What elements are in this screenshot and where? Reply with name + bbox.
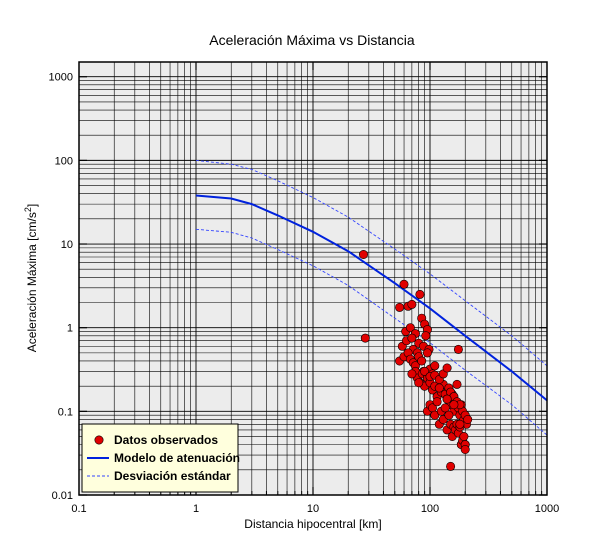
std-lines xyxy=(195,159,548,436)
observed-point xyxy=(407,333,417,343)
observed-points xyxy=(358,250,473,471)
observed-point xyxy=(455,419,465,429)
y-axis-label: Aceleración Máxima [cm/s2] xyxy=(23,204,39,352)
model-line-group xyxy=(195,194,548,402)
model-line xyxy=(195,194,548,402)
y-tick-label: 10 xyxy=(61,239,73,251)
observed-point xyxy=(407,299,417,309)
observed-point xyxy=(452,379,462,389)
observed-point xyxy=(405,323,415,333)
observed-point xyxy=(417,356,427,366)
x-tick-label: 0.1 xyxy=(71,503,86,515)
legend-observed-label: Datos observados xyxy=(114,433,218,447)
legend-observed-marker xyxy=(94,435,104,445)
observed-point xyxy=(449,400,459,410)
y-tick-label: 0.01 xyxy=(52,490,73,502)
observed-point xyxy=(440,403,450,413)
observed-point xyxy=(432,397,442,407)
y-tick-label: 0.1 xyxy=(58,406,73,418)
observed-point xyxy=(421,331,431,341)
observed-point xyxy=(395,302,405,312)
observed-point xyxy=(442,394,452,404)
x-tick-label: 1000 xyxy=(535,503,559,515)
observed-point xyxy=(414,378,424,388)
observed-point xyxy=(459,431,469,441)
observed-point xyxy=(430,361,440,371)
y-tick-label: 1 xyxy=(67,323,73,335)
observed-point xyxy=(415,289,425,299)
y-axis-label-sup: 2 xyxy=(23,207,33,212)
observed-point xyxy=(399,279,409,289)
x-tick-label: 10 xyxy=(307,503,319,515)
y-tick-label: 100 xyxy=(55,155,73,167)
observed-point xyxy=(444,410,454,420)
observed-point xyxy=(420,366,430,376)
observed-point xyxy=(360,333,370,343)
legend: Datos observados Modelo de atenuación De… xyxy=(81,423,240,493)
chart-title: Aceleración Máxima vs Distancia xyxy=(209,32,415,48)
observed-point xyxy=(463,414,473,424)
axis-ticks xyxy=(79,62,547,496)
x-tick-label: 100 xyxy=(421,503,439,515)
observed-point xyxy=(407,369,417,379)
observed-point xyxy=(442,363,452,373)
x-tick-label: 1 xyxy=(193,503,199,515)
observed-point xyxy=(434,383,444,393)
y-tick-label: 1000 xyxy=(49,72,73,84)
y-axis-label-main: Aceleración Máxima [cm/s xyxy=(25,212,39,352)
observed-point xyxy=(358,250,368,260)
grid xyxy=(78,62,547,496)
std-upper-line xyxy=(195,159,548,367)
legend-model-label: Modelo de atenuación xyxy=(114,451,240,465)
observed-point xyxy=(446,461,456,471)
legend-std-label: Desviación estándar xyxy=(114,469,231,483)
observed-point xyxy=(422,348,432,358)
observed-point xyxy=(453,344,463,354)
x-axis-label: Distancia hipocentral [km] xyxy=(244,517,381,531)
observed-point xyxy=(460,444,470,454)
observed-point xyxy=(430,410,440,420)
y-axis-label-end: ] xyxy=(25,204,39,207)
